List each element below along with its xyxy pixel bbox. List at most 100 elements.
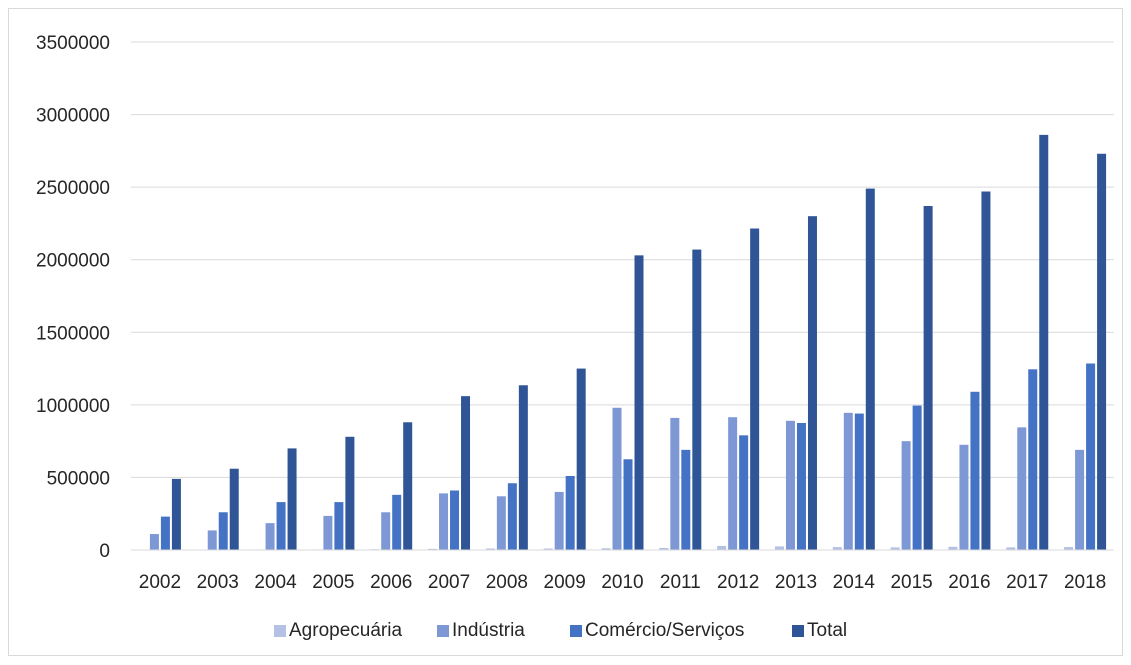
x-tick-label: 2006 xyxy=(370,572,412,593)
x-tick-label: 2015 xyxy=(890,572,932,593)
bar-com-rcio-servi-os-2008 xyxy=(507,483,517,550)
x-tick-label: 2003 xyxy=(197,572,239,593)
x-tick-label: 2016 xyxy=(948,572,990,593)
bar-total-2014 xyxy=(865,188,875,550)
legend-label: Total xyxy=(807,620,847,641)
x-tick-label: 2010 xyxy=(601,572,643,593)
bar-ind-stria-2009 xyxy=(554,491,564,550)
x-axis-ticks: 2002 2003 2004 2005 2006 2007 2008 2009 2010 2011… xyxy=(139,572,1106,593)
y-tick-label: 2000000 xyxy=(36,251,110,272)
bar-agropecu-ria-2016 xyxy=(948,546,958,550)
bar-agropecu-ria-2015 xyxy=(890,547,900,550)
bar-total-2015 xyxy=(923,206,933,551)
x-tick-label: 2018 xyxy=(1064,572,1106,593)
bar-com-rcio-servi-os-2010 xyxy=(623,459,633,550)
bar-agropecu-ria-2007 xyxy=(428,548,438,550)
x-tick-label: 2008 xyxy=(486,572,528,593)
y-tick-label: 1500000 xyxy=(36,323,110,344)
bar-chart: 0 500000 1000000 1500000 2000000 2500000 30000… xyxy=(36,33,1114,641)
bar-com-rcio-servi-os-2009 xyxy=(565,475,575,550)
bar-com-rcio-servi-os-2016 xyxy=(970,391,980,550)
bar-total-2012 xyxy=(750,228,760,550)
bar-total-2002 xyxy=(171,478,181,550)
x-tick-label: 2007 xyxy=(428,572,470,593)
bar-total-2004 xyxy=(287,448,297,550)
legend-swatch xyxy=(274,625,286,637)
bar-agropecu-ria-2018 xyxy=(1064,547,1074,550)
bar-agropecu-ria-2009 xyxy=(543,548,553,550)
bar-com-rcio-servi-os-2015 xyxy=(912,405,922,550)
bar-ind-stria-2002 xyxy=(149,534,159,550)
y-tick-label: 3000000 xyxy=(36,106,110,127)
legend-label: Comércio/Serviços xyxy=(585,620,744,641)
x-tick-label: 2014 xyxy=(833,572,876,593)
bar-ind-stria-2012 xyxy=(728,417,738,550)
bar-com-rcio-servi-os-2004 xyxy=(276,502,286,550)
bar-total-2011 xyxy=(692,249,702,550)
x-tick-label: 2009 xyxy=(544,572,586,593)
bar-ind-stria-2018 xyxy=(1075,449,1085,550)
x-tick-label: 2012 xyxy=(717,572,759,593)
bar-com-rcio-servi-os-2013 xyxy=(796,423,806,550)
bar-com-rcio-servi-os-2003 xyxy=(218,512,228,550)
bar-com-rcio-servi-os-2011 xyxy=(681,449,691,550)
bar-total-2013 xyxy=(807,216,817,550)
bar-ind-stria-2006 xyxy=(381,512,391,550)
bar-ind-stria-2013 xyxy=(785,420,795,550)
legend-swatch xyxy=(437,625,449,637)
bar-ind-stria-2015 xyxy=(901,441,911,550)
bar-ind-stria-2016 xyxy=(959,444,969,550)
bar-com-rcio-servi-os-2007 xyxy=(450,490,460,550)
bar-agropecu-ria-2013 xyxy=(774,546,784,550)
bars xyxy=(138,134,1107,551)
legend-label: Agropecuária xyxy=(289,620,402,641)
legend: Agropecuária Indústria Comércio/Serviços To… xyxy=(274,620,847,641)
y-tick-label: 3500000 xyxy=(36,33,110,54)
bar-agropecu-ria-2012 xyxy=(717,545,727,550)
bar-ind-stria-2017 xyxy=(1017,427,1027,550)
bar-com-rcio-servi-os-2002 xyxy=(160,516,170,550)
y-axis-ticks: 0 500000 1000000 1500000 2000000 2500000 30000… xyxy=(36,33,110,562)
bar-com-rcio-servi-os-2005 xyxy=(334,502,344,550)
bar-agropecu-ria-2014 xyxy=(832,547,842,550)
bar-total-2010 xyxy=(634,255,644,551)
x-tick-label: 2011 xyxy=(660,572,701,593)
y-tick-label: 0 xyxy=(99,541,110,562)
bar-ind-stria-2007 xyxy=(439,493,449,550)
bar-total-2016 xyxy=(981,191,991,551)
bar-ind-stria-2014 xyxy=(843,412,853,550)
bar-agropecu-ria-2011 xyxy=(659,547,669,550)
bar-com-rcio-servi-os-2018 xyxy=(1086,363,1096,550)
bar-com-rcio-servi-os-2006 xyxy=(392,494,402,550)
x-tick-label: 2002 xyxy=(139,572,181,593)
bar-total-2009 xyxy=(576,368,586,550)
bar-total-2008 xyxy=(518,385,528,550)
bar-com-rcio-servi-os-2017 xyxy=(1028,369,1038,550)
x-tick-label: 2005 xyxy=(312,572,354,593)
bar-ind-stria-2011 xyxy=(670,417,680,550)
bar-com-rcio-servi-os-2012 xyxy=(739,435,749,550)
bar-agropecu-ria-2017 xyxy=(1006,547,1016,550)
x-tick-label: 2004 xyxy=(254,572,297,593)
bar-ind-stria-2005 xyxy=(323,515,333,550)
bar-ind-stria-2010 xyxy=(612,407,622,550)
bar-com-rcio-servi-os-2014 xyxy=(854,413,864,550)
bar-agropecu-ria-2008 xyxy=(485,548,495,550)
bar-total-2005 xyxy=(345,436,355,550)
gridlines xyxy=(131,41,1114,478)
x-tick-label: 2013 xyxy=(775,572,817,593)
bar-ind-stria-2008 xyxy=(496,496,506,550)
bar-total-2003 xyxy=(229,468,239,550)
bar-ind-stria-2004 xyxy=(265,523,275,550)
bar-total-2006 xyxy=(403,422,413,550)
bar-total-2018 xyxy=(1097,153,1107,550)
x-tick-label: 2017 xyxy=(1006,572,1048,593)
y-tick-label: 2500000 xyxy=(36,178,110,199)
y-tick-label: 1000000 xyxy=(36,396,110,417)
y-tick-label: 500000 xyxy=(47,468,110,489)
chart-frame: 0 500000 1000000 1500000 2000000 2500000 30000… xyxy=(8,8,1123,656)
bar-total-2007 xyxy=(461,396,471,550)
bar-total-2017 xyxy=(1039,134,1049,550)
bar-agropecu-ria-2010 xyxy=(601,548,611,550)
bar-ind-stria-2003 xyxy=(207,530,217,550)
